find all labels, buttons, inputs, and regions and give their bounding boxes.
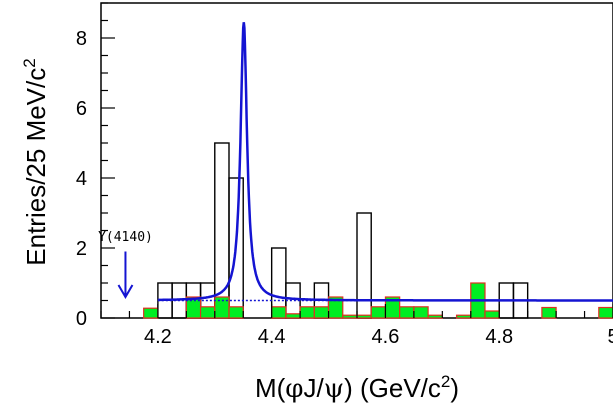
annotation-label: Y(4140): [98, 230, 153, 245]
green-bar: [356, 314, 372, 319]
green-bar: [228, 306, 244, 319]
green-bar: [427, 314, 443, 319]
x-tick-label: 4.2: [144, 326, 172, 348]
annotation-arrow-head: [117, 284, 134, 299]
green-bar: [342, 314, 358, 319]
green-bar: [484, 310, 500, 319]
y-tick-label: 2: [76, 238, 87, 260]
axis-ticks: [100, 2, 613, 319]
green-bar: [143, 307, 159, 319]
annotations: Y(4140): [98, 230, 153, 299]
green-bar: [285, 313, 301, 319]
green-bar: [199, 306, 216, 319]
green-bar: [299, 306, 315, 319]
green-bar: [370, 306, 387, 319]
x-tick-label: 4.6: [372, 326, 400, 348]
y-tick-label: 4: [76, 168, 87, 190]
tick-labels: 4.2 4.4 4.6 4.8 5 0 2 4 6 8: [76, 28, 613, 348]
fit-curve: [157, 22, 613, 302]
green-bar: [327, 296, 344, 319]
x-tick-label: 5: [607, 326, 613, 348]
x-axis-title: M(φJ/ψ) (GeV/c2): [255, 372, 459, 404]
green-bar: [313, 306, 330, 319]
outline-bar: [356, 212, 372, 319]
green-histogram: [143, 282, 613, 319]
green-bar: [598, 306, 613, 319]
green-bar: [271, 306, 287, 319]
y-tick-label: 6: [76, 98, 87, 120]
x-tick-label: 4.8: [485, 326, 513, 348]
y-axis-title: Entries/25 MeV/c2: [20, 58, 51, 265]
green-bar: [413, 306, 429, 319]
x-tick-label: 4.4: [258, 326, 286, 348]
green-bar: [455, 314, 472, 319]
green-bar: [541, 306, 557, 319]
green-bar: [399, 306, 415, 319]
y-tick-label: 8: [76, 28, 87, 50]
y-tick-label: 0: [76, 308, 87, 330]
